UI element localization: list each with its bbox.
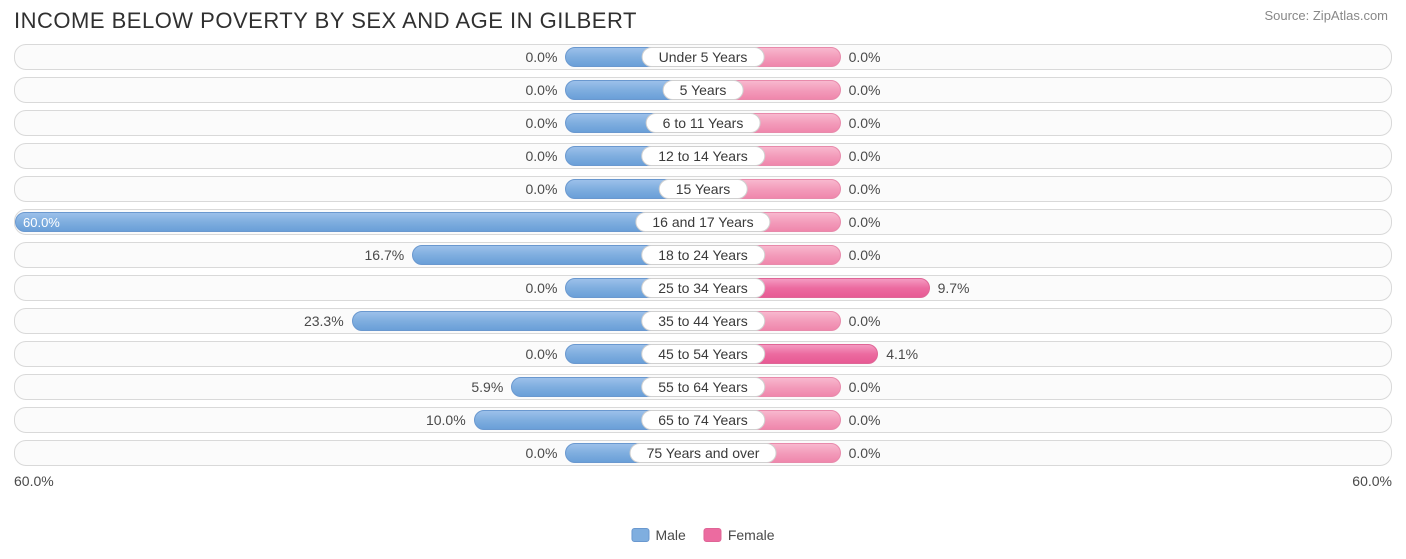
category-label: 15 Years	[659, 179, 748, 199]
category-label: 75 Years and over	[630, 443, 777, 463]
male-value: 10.0%	[426, 408, 466, 432]
female-value: 0.0%	[849, 210, 881, 234]
male-bar	[15, 212, 703, 232]
bar-row: 0.0% 9.7% 25 to 34 Years	[14, 275, 1392, 301]
bar-row: 0.0% 0.0% 5 Years	[14, 77, 1392, 103]
category-label: 5 Years	[663, 80, 744, 100]
category-label: 12 to 14 Years	[641, 146, 765, 166]
male-swatch	[631, 528, 649, 542]
female-value: 0.0%	[849, 144, 881, 168]
female-value: 0.0%	[849, 309, 881, 333]
bar-row: 5.9% 0.0% 55 to 64 Years	[14, 374, 1392, 400]
female-value: 4.1%	[886, 342, 918, 366]
female-value: 0.0%	[849, 375, 881, 399]
female-value: 0.0%	[849, 408, 881, 432]
category-label: 6 to 11 Years	[646, 113, 761, 133]
male-value: 0.0%	[525, 144, 557, 168]
male-value: 60.0%	[23, 210, 60, 234]
male-value: 0.0%	[525, 78, 557, 102]
bar-row: 0.0% 0.0% 6 to 11 Years	[14, 110, 1392, 136]
source-label: Source: ZipAtlas.com	[1264, 8, 1388, 23]
category-label: 55 to 64 Years	[641, 377, 765, 397]
male-value: 0.0%	[525, 441, 557, 465]
category-label: 65 to 74 Years	[641, 410, 765, 430]
female-value: 0.0%	[849, 243, 881, 267]
female-value: 0.0%	[849, 177, 881, 201]
legend-female-label: Female	[728, 527, 775, 543]
legend-male-label: Male	[655, 527, 685, 543]
category-label: 45 to 54 Years	[641, 344, 765, 364]
bar-row: 0.0% 4.1% 45 to 54 Years	[14, 341, 1392, 367]
category-label: 16 and 17 Years	[635, 212, 770, 232]
bar-row: 10.0% 0.0% 65 to 74 Years	[14, 407, 1392, 433]
bar-row: 0.0% 0.0% 75 Years and over	[14, 440, 1392, 466]
category-label: 18 to 24 Years	[641, 245, 765, 265]
legend: Male Female	[631, 527, 774, 543]
male-value: 0.0%	[525, 276, 557, 300]
male-value: 0.0%	[525, 111, 557, 135]
male-value: 0.0%	[525, 177, 557, 201]
female-value: 0.0%	[849, 78, 881, 102]
diverging-bar-chart: 0.0%0.0%Under 5 Years0.0%0.0%5 Years0.0%…	[0, 38, 1406, 466]
bar-row: 0.0% 0.0% Under 5 Years	[14, 44, 1392, 70]
female-value: 0.0%	[849, 45, 881, 69]
male-value: 23.3%	[304, 309, 344, 333]
female-swatch	[704, 528, 722, 542]
axis-right: 60.0%	[1352, 473, 1392, 489]
male-value: 16.7%	[365, 243, 405, 267]
male-value: 5.9%	[471, 375, 503, 399]
axis-left: 60.0%	[14, 473, 54, 489]
category-label: 25 to 34 Years	[641, 278, 765, 298]
male-value: 0.0%	[525, 45, 557, 69]
male-value: 0.0%	[525, 342, 557, 366]
category-label: 35 to 44 Years	[641, 311, 765, 331]
legend-female: Female	[704, 527, 775, 543]
bar-row: 16.7% 0.0% 18 to 24 Years	[14, 242, 1392, 268]
female-value: 0.0%	[849, 111, 881, 135]
axis-labels: 60.0% 60.0%	[0, 473, 1406, 489]
category-label: Under 5 Years	[642, 47, 765, 67]
bar-row: 0.0% 0.0% 15 Years	[14, 176, 1392, 202]
bar-row: 60.0% 0.0% 16 and 17 Years	[14, 209, 1392, 235]
female-value: 9.7%	[938, 276, 970, 300]
chart-title: INCOME BELOW POVERTY BY SEX AND AGE IN G…	[14, 8, 637, 34]
bar-row: 0.0% 0.0% 12 to 14 Years	[14, 143, 1392, 169]
bar-row: 23.3% 0.0% 35 to 44 Years	[14, 308, 1392, 334]
legend-male: Male	[631, 527, 685, 543]
female-value: 0.0%	[849, 441, 881, 465]
